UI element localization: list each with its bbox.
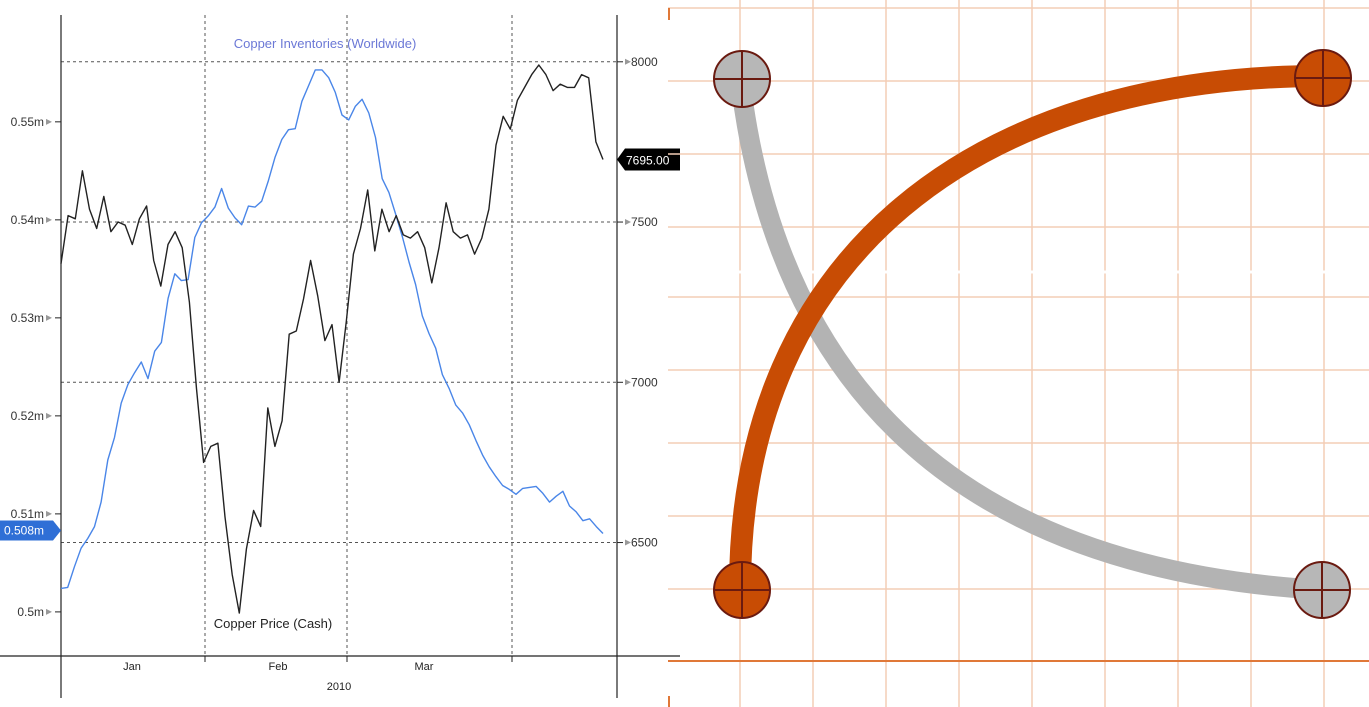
chart-labels-group: 0.5m 0.51m 0.52m 0.53m 0.54m 0.55m 6500 7000 750… <box>0 36 680 693</box>
x-month-label: Jan <box>123 661 141 673</box>
left-tick-label: 0.54m <box>11 213 44 227</box>
left-tick-arrow-icon <box>46 608 52 615</box>
left-current-value-label: 0.508m <box>4 524 44 538</box>
x-year-label: 2010 <box>327 681 351 693</box>
price-series-label: Copper Price (Cash) <box>214 616 333 631</box>
right-current-value-label: 7695.00 <box>626 154 670 168</box>
left-tick-arrow-icon <box>46 510 52 517</box>
right-tick-label: 8000 <box>631 55 658 69</box>
right-tick-label: 7000 <box>631 375 658 389</box>
left-tick-arrow-icon <box>46 118 52 125</box>
right-tick-arrow-icon <box>625 219 631 226</box>
right-tick-label: 6500 <box>631 536 658 550</box>
gray-curve[interactable] <box>730 69 1333 600</box>
inventories-series-label: Copper Inventories (Worldwide) <box>234 36 417 51</box>
left-tick-label: 0.51m <box>11 507 44 521</box>
right-tick-arrow-icon <box>625 379 631 386</box>
orange-handle-top-right[interactable] <box>1294 49 1352 107</box>
right-current-value-flag <box>617 148 680 171</box>
x-month-label: Feb <box>269 661 288 673</box>
inventories-series-line <box>60 69 604 590</box>
orange-curve[interactable] <box>729 65 1334 599</box>
left-tick-label: 0.55m <box>11 115 44 129</box>
left-tick-label: 0.53m <box>11 311 44 325</box>
gray-handle-bottom-right[interactable] <box>1293 561 1351 619</box>
left-tick-label: 0.52m <box>11 409 44 423</box>
left-tick-arrow-icon <box>46 412 52 419</box>
diagram-grid <box>668 0 1369 707</box>
left-tick-arrow-icon <box>46 314 52 321</box>
right-tick-arrow-icon <box>625 539 631 546</box>
left-tick-arrow-icon <box>46 216 52 223</box>
left-current-value-flag <box>0 520 61 541</box>
chart-gridlines <box>61 15 617 656</box>
copper-chart: 0.5m 0.51m 0.52m 0.53m 0.54m 0.55m 6500 7000 750… <box>0 15 680 698</box>
chart-axes <box>0 15 680 698</box>
x-month-label: Mar <box>415 661 434 673</box>
price-series-line <box>60 64 604 614</box>
right-tick-arrow-icon <box>625 58 631 65</box>
chart-series-group <box>60 64 604 614</box>
right-tick-label: 7500 <box>631 215 658 229</box>
left-tick-label: 0.5m <box>17 605 44 619</box>
orange-handle-bottom-left[interactable] <box>713 561 771 619</box>
gray-handle-top-left[interactable] <box>713 50 771 108</box>
curve-diagram <box>668 0 1369 707</box>
